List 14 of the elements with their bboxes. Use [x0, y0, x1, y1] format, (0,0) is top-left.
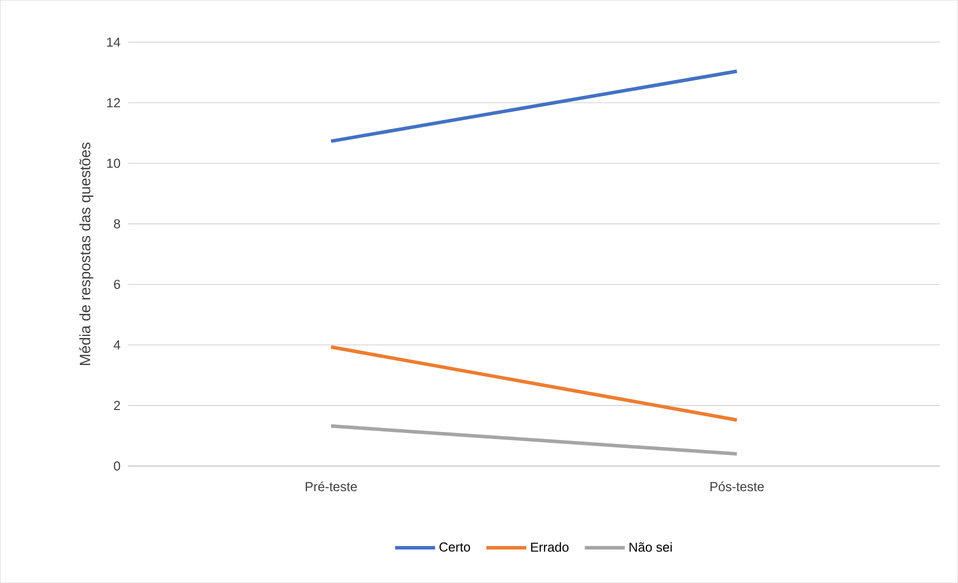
y-axis-title: Média de respostas das questões	[79, 142, 94, 365]
y-tick-label: 12	[107, 98, 120, 108]
legend-label: Não sei	[630, 542, 672, 552]
y-tick-label: 6	[114, 280, 120, 289]
y-tick-label: 14	[107, 38, 120, 47]
x-tick-label: Pós-teste	[710, 481, 764, 492]
y-tick-label: 4	[114, 340, 120, 350]
y-tick-label: 10	[107, 158, 120, 168]
legend-label: Errado	[531, 542, 569, 552]
y-tick-label: 0	[114, 461, 120, 471]
x-tick-label: Pré-teste	[306, 481, 357, 492]
y-tick-label: 2	[114, 400, 120, 410]
legend-label: Certo	[439, 542, 470, 552]
y-tick-label: 8	[114, 219, 120, 228]
